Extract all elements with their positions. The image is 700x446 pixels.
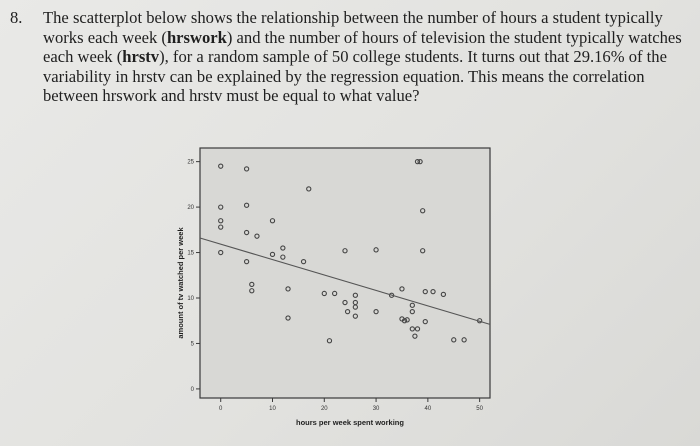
question-text-part: The scatterplot below shows the relation… xyxy=(43,8,663,47)
data-point xyxy=(285,286,291,292)
x-tick-label: 40 xyxy=(425,406,432,412)
question-variable-hrswork: hrswork xyxy=(166,27,227,47)
data-point xyxy=(352,304,359,310)
data-point xyxy=(300,258,307,265)
x-axis-label: hours per week spent working xyxy=(296,418,404,427)
data-point xyxy=(218,204,224,210)
question-text-part: ), for a random sample of 50 college stu… xyxy=(43,47,667,106)
data-point xyxy=(412,333,418,339)
y-tick-label: 0 xyxy=(191,387,195,393)
data-point xyxy=(331,290,338,297)
plot-area xyxy=(199,147,491,399)
data-point xyxy=(344,308,351,315)
data-point xyxy=(342,299,348,306)
data-point xyxy=(243,258,250,265)
data-point xyxy=(417,158,423,165)
data-point xyxy=(352,292,359,298)
data-point xyxy=(218,163,224,169)
data-point xyxy=(243,229,250,236)
x-tick-label: 10 xyxy=(269,406,276,412)
data-point xyxy=(280,254,286,260)
y-tick-label: 15 xyxy=(187,251,194,257)
x-tick-label: 20 xyxy=(321,406,328,412)
question-number: 8. xyxy=(10,8,23,27)
y-axis-label: amount of tv watched per week xyxy=(176,227,185,339)
data-point xyxy=(404,317,410,323)
question-text: The scatterplot below shows the relation… xyxy=(43,8,683,106)
data-point xyxy=(409,308,415,315)
y-tick-label: 25 xyxy=(187,160,194,166)
data-point xyxy=(243,202,250,208)
data-point xyxy=(218,218,224,224)
data-point xyxy=(409,326,415,332)
data-point xyxy=(243,166,250,172)
data-point xyxy=(399,286,405,292)
data-point xyxy=(414,158,421,165)
data-point xyxy=(326,338,333,344)
y-tick-label: 10 xyxy=(187,296,194,302)
data-point xyxy=(218,224,224,230)
data-point xyxy=(420,208,426,214)
data-point xyxy=(285,315,291,321)
data-point xyxy=(352,313,359,319)
data-point xyxy=(401,318,408,324)
x-tick-label: 30 xyxy=(373,406,380,412)
data-point xyxy=(321,290,327,297)
data-point xyxy=(373,247,379,253)
x-tick-label: 50 xyxy=(476,406,483,412)
y-tick-label: 20 xyxy=(187,205,194,211)
question-variable-hrstv: hrstv xyxy=(122,47,160,67)
regression-line xyxy=(199,237,491,325)
data-point xyxy=(249,288,255,294)
data-point xyxy=(280,245,286,251)
data-point xyxy=(249,281,255,288)
data-point xyxy=(409,302,415,308)
data-point xyxy=(422,318,428,325)
data-point xyxy=(440,291,447,298)
question-text-part: ) and the number of hours of television … xyxy=(43,27,682,67)
data-point xyxy=(373,308,379,315)
data-point xyxy=(430,288,436,295)
y-tick-label: 5 xyxy=(191,341,195,347)
x-tick-label: 0 xyxy=(219,406,223,412)
data-point xyxy=(414,326,421,332)
data-point xyxy=(269,218,276,224)
data-point xyxy=(420,248,426,254)
data-point xyxy=(461,337,467,343)
data-point xyxy=(254,233,260,239)
data-point xyxy=(342,248,348,254)
data-point xyxy=(218,249,224,256)
data-point xyxy=(306,186,312,192)
data-point xyxy=(422,288,428,295)
data-point xyxy=(269,251,276,258)
data-point xyxy=(451,337,457,343)
